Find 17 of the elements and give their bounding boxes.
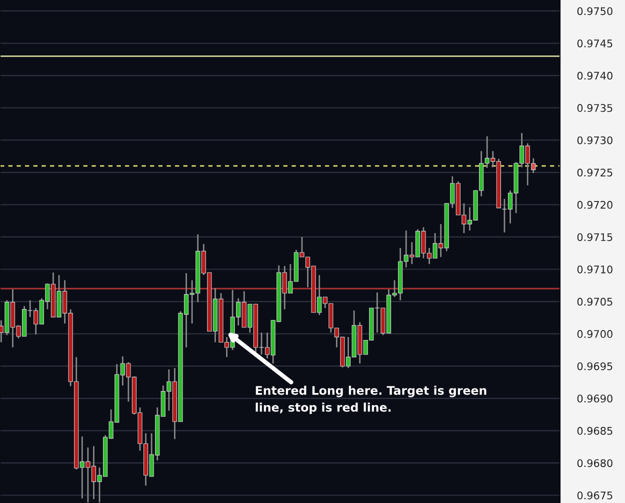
y-tick-label: 0.9680 [577, 459, 612, 468]
y-tick-label: 0.9695 [577, 362, 612, 370]
y-tick-label: 0.9735 [577, 104, 612, 112]
y-tick-label: 0.9690 [577, 394, 612, 402]
y-tick-label: 0.9715 [577, 233, 612, 242]
y-tick-label: 0.9725 [577, 168, 612, 177]
y-tick-label: 0.9740 [577, 72, 612, 80]
y-tick-label: 0.9730 [577, 136, 612, 144]
y-tick-label: 0.9745 [577, 39, 612, 48]
y-tick-label: 0.9685 [577, 426, 612, 435]
y-tick-label: 0.9720 [577, 200, 612, 209]
y-tick-label: 0.9675 [577, 491, 612, 500]
y-tick-label: 0.9750 [577, 7, 612, 16]
y-tick-label: 0.9705 [577, 298, 612, 306]
annotation: Entered Long here. Target is green line, stop is red line. [256, 386, 486, 414]
y-tick-label: 0.9710 [577, 265, 612, 274]
y-tick-label: 0.9700 [577, 330, 612, 338]
